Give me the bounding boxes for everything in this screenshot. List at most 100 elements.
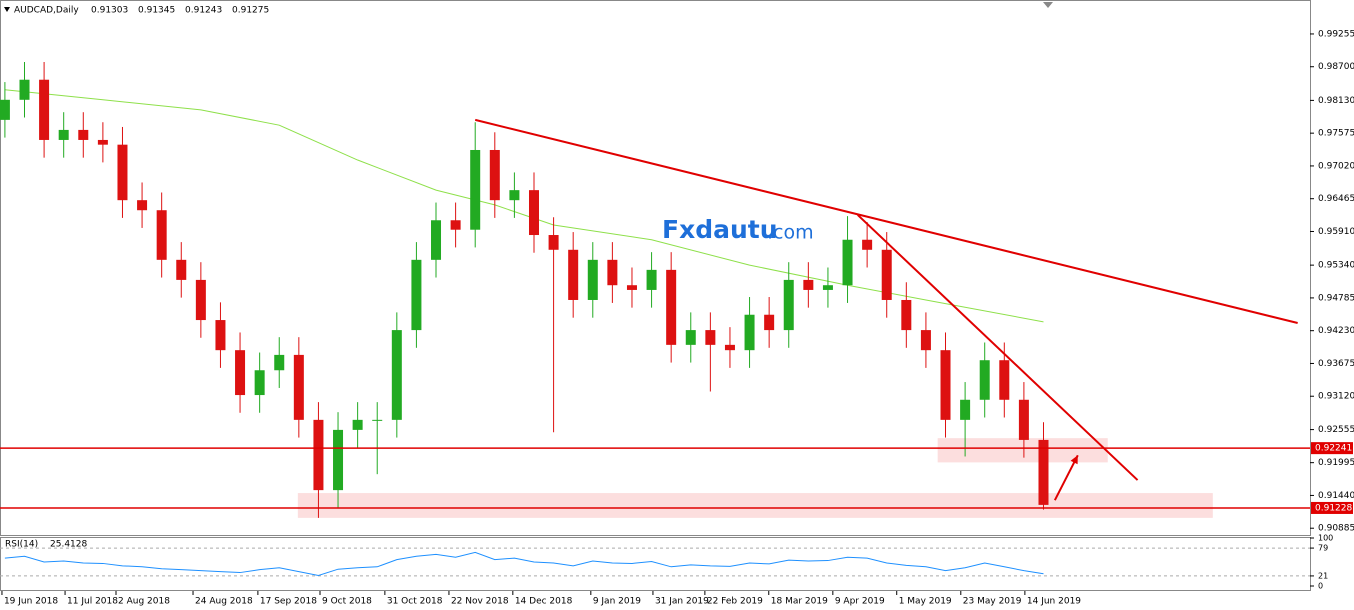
symbol: AUDCAD,Daily: [14, 6, 79, 16]
watermark-brand: Fxdautu: [662, 215, 778, 244]
candle-body: [333, 429, 344, 491]
rsi-tick-label: 100: [1318, 534, 1333, 543]
x-tick-label: 23 May 2019: [963, 597, 1022, 607]
candle-body: [999, 360, 1010, 400]
x-tick-label: 22 Nov 2018: [451, 597, 509, 607]
candle-body: [431, 220, 442, 260]
candle-body: [822, 285, 833, 290]
y-tick-label: 0.99255: [1318, 29, 1354, 39]
rsi-tick-label: 21: [1318, 571, 1328, 580]
watermark-domain: .com: [767, 222, 814, 244]
y-tick-label: 0.91995: [1318, 458, 1354, 468]
x-tick-label: 2 Aug 2018: [118, 597, 170, 607]
candle-body: [960, 399, 971, 420]
menu-triangle: [4, 7, 10, 12]
candle-body: [548, 235, 559, 250]
candle-body: [313, 419, 324, 491]
candle-body: [1018, 399, 1029, 440]
candle-body: [842, 239, 853, 286]
candle-body: [587, 259, 598, 300]
x-tick-label: 31 Oct 2018: [387, 597, 443, 607]
candle-body: [783, 279, 794, 331]
candle-body: [470, 149, 481, 230]
zone: [297, 493, 1213, 518]
level-label: 0.91228: [1315, 503, 1352, 513]
rsi-label: RSI(14): [5, 540, 38, 550]
candle-body: [646, 269, 657, 290]
candle-body: [979, 360, 990, 400]
y-tick-label: 0.97575: [1318, 129, 1354, 139]
x-tick-label: 14 Jun 2019: [1027, 597, 1081, 607]
x-tick-label: 22 Feb 2019: [707, 597, 763, 607]
x-tick-label: 14 Dec 2018: [515, 597, 573, 607]
y-tick-label: 0.92555: [1318, 425, 1354, 435]
arrow-head: [1070, 455, 1078, 465]
candle-body: [509, 190, 520, 201]
y-tick-label: 0.93675: [1318, 359, 1354, 369]
y-tick-label: 0.98130: [1318, 96, 1354, 106]
candle-body: [137, 200, 148, 211]
candle-body: [97, 139, 108, 145]
zone: [937, 438, 1108, 463]
candle-body: [195, 279, 206, 321]
candle-body: [117, 144, 128, 201]
candle-body: [156, 210, 167, 260]
candle-body: [176, 259, 187, 280]
candle-body: [489, 149, 500, 201]
candle-body: [744, 314, 755, 351]
x-tick-label: 18 Mar 2019: [771, 597, 828, 607]
candle-body: [626, 285, 637, 290]
rsi-current: 25.4128: [50, 540, 87, 550]
x-tick-label: 19 Jun 2018: [4, 597, 58, 607]
level-tag: [1311, 501, 1353, 514]
candle-body: [862, 239, 873, 250]
candle-body: [254, 370, 265, 396]
quote-close: 0.91275: [232, 6, 269, 16]
candle-body: [78, 129, 89, 140]
y-tick-label: 0.94230: [1318, 326, 1354, 336]
candle-body: [391, 330, 402, 420]
y-tick-label: 0.90885: [1318, 524, 1354, 534]
rsi-line: [4, 551, 1044, 576]
candle-body: [901, 299, 912, 331]
rsi-panel-frame: [0, 537, 1311, 591]
x-tick-label: 31 Jan 2019: [655, 597, 709, 607]
y-tick-label: 0.96465: [1318, 194, 1354, 204]
quote-high: 0.91345: [138, 6, 175, 16]
candle-body: [568, 249, 579, 300]
candle-body: [528, 190, 539, 236]
level-label: 0.92241: [1315, 444, 1352, 454]
shift-marker: [1043, 2, 1053, 8]
x-tick-label: 9 Apr 2019: [835, 597, 885, 607]
y-tick-label: 0.98700: [1318, 62, 1354, 72]
candle-body: [39, 79, 50, 140]
candle-body: [724, 344, 735, 351]
rsi-tick-label: 79: [1318, 544, 1328, 553]
trendline: [474, 118, 1298, 324]
candle-body: [1038, 439, 1049, 505]
x-tick-label: 24 Aug 2018: [195, 597, 253, 607]
candle-body: [235, 350, 246, 396]
candle-body: [666, 269, 677, 345]
y-tick-label: 0.95910: [1318, 227, 1354, 237]
y-tick-label: 0.97020: [1318, 161, 1354, 171]
candle-body: [685, 330, 696, 345]
candle-body: [881, 249, 892, 300]
candle-body: [764, 314, 775, 331]
x-tick-label: 9 Jan 2019: [593, 597, 641, 607]
candle-body: [274, 354, 285, 371]
candle-body: [215, 320, 226, 351]
candle-body: [803, 279, 814, 290]
main-panel-frame: [0, 0, 1311, 536]
candle-body: [411, 259, 422, 331]
candle-body: [940, 350, 951, 420]
candle-body: [607, 259, 618, 286]
candle-body: [372, 419, 383, 421]
y-tick-label: 0.93120: [1318, 392, 1354, 402]
quote-low: 0.91243: [185, 6, 222, 16]
candle-body: [705, 330, 716, 345]
x-tick-label: 1 May 2019: [899, 597, 952, 607]
candle-body: [0, 99, 10, 120]
y-tick-label: 0.95340: [1318, 261, 1354, 271]
